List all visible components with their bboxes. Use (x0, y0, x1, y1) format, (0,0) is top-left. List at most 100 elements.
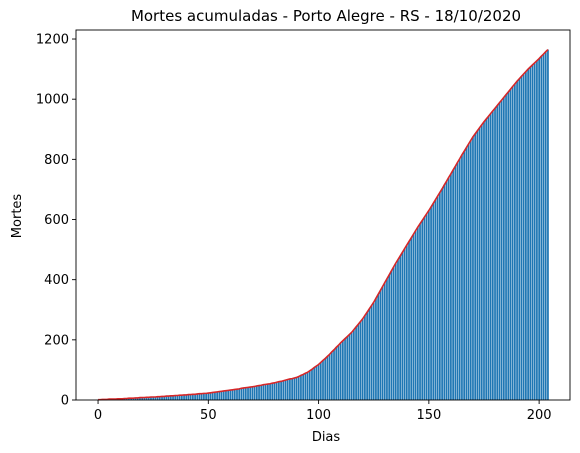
bar (339, 342, 342, 400)
bar (372, 302, 375, 400)
bar (218, 391, 221, 400)
bar (192, 394, 194, 400)
bar (430, 206, 432, 400)
bar (289, 378, 291, 400)
bar (280, 381, 282, 400)
bar (258, 385, 260, 400)
bar (180, 395, 183, 400)
bar (169, 395, 172, 400)
bar (505, 94, 507, 401)
bar (183, 394, 185, 400)
bar (520, 76, 523, 400)
y-tick-label: 800 (44, 153, 69, 168)
bar (487, 116, 490, 400)
bar (425, 213, 428, 400)
bar (474, 133, 477, 400)
bar (399, 255, 402, 400)
bar (145, 397, 148, 400)
bar (450, 173, 452, 400)
bar (485, 119, 488, 400)
y-tick-label: 1200 (36, 33, 69, 48)
bar (306, 372, 309, 400)
bar (227, 390, 230, 400)
bar (225, 390, 227, 400)
bar (412, 234, 415, 400)
bar (379, 290, 382, 400)
bar (273, 382, 276, 400)
x-tick-label: 100 (306, 408, 331, 423)
bar (352, 329, 355, 400)
bar (476, 130, 479, 400)
bar (489, 113, 492, 400)
line-layer (98, 48, 549, 401)
bar (525, 71, 527, 400)
bar (130, 398, 133, 400)
bar (220, 391, 223, 400)
bar (516, 81, 518, 400)
bar (203, 393, 205, 400)
bar (467, 144, 470, 400)
bar (324, 358, 327, 400)
bar (161, 396, 163, 400)
bar (291, 378, 293, 400)
bar (319, 362, 322, 400)
bar (511, 86, 514, 401)
bar (330, 351, 333, 400)
bar (211, 392, 214, 400)
bar (205, 393, 207, 400)
bars-layer (97, 49, 549, 401)
bar (405, 245, 408, 400)
bar (419, 223, 421, 400)
bar (483, 121, 485, 400)
bar (350, 332, 353, 400)
bar (313, 367, 316, 400)
bar (518, 78, 521, 400)
bar (542, 54, 545, 400)
bar (375, 298, 377, 400)
bar (295, 377, 298, 400)
bar (394, 263, 397, 400)
bar (196, 393, 199, 400)
bar (128, 398, 130, 400)
bar (540, 56, 543, 401)
bar (529, 67, 532, 400)
bar (388, 274, 391, 400)
bar (293, 378, 296, 400)
bar (337, 345, 340, 400)
cumulative-line (98, 48, 549, 401)
bar (163, 396, 166, 400)
bar (401, 252, 404, 400)
bar (282, 380, 285, 400)
bar (158, 396, 161, 400)
bar (359, 321, 362, 400)
bar (383, 282, 386, 400)
bar (500, 100, 503, 400)
bar (172, 395, 174, 400)
bar (284, 380, 287, 400)
bar (480, 124, 483, 400)
bar (531, 64, 534, 400)
bar (255, 385, 258, 400)
axes-layer (75, 29, 571, 401)
y-tick-label: 600 (44, 213, 69, 228)
bar (370, 305, 373, 400)
bar (231, 389, 234, 400)
y-axis-label: Mortes (10, 194, 25, 239)
bar (346, 336, 349, 400)
bar (458, 158, 461, 400)
bar (154, 396, 157, 400)
bar (381, 286, 384, 400)
x-tick-label: 0 (94, 408, 102, 423)
bar (275, 382, 278, 400)
bar (454, 166, 457, 400)
bar (222, 390, 225, 400)
bar (266, 384, 269, 400)
bar (361, 318, 364, 400)
bar (317, 364, 320, 400)
bar (355, 326, 357, 400)
bar (302, 374, 305, 400)
bar (335, 347, 338, 400)
y-tick-label: 200 (44, 333, 69, 348)
bar (207, 393, 210, 400)
